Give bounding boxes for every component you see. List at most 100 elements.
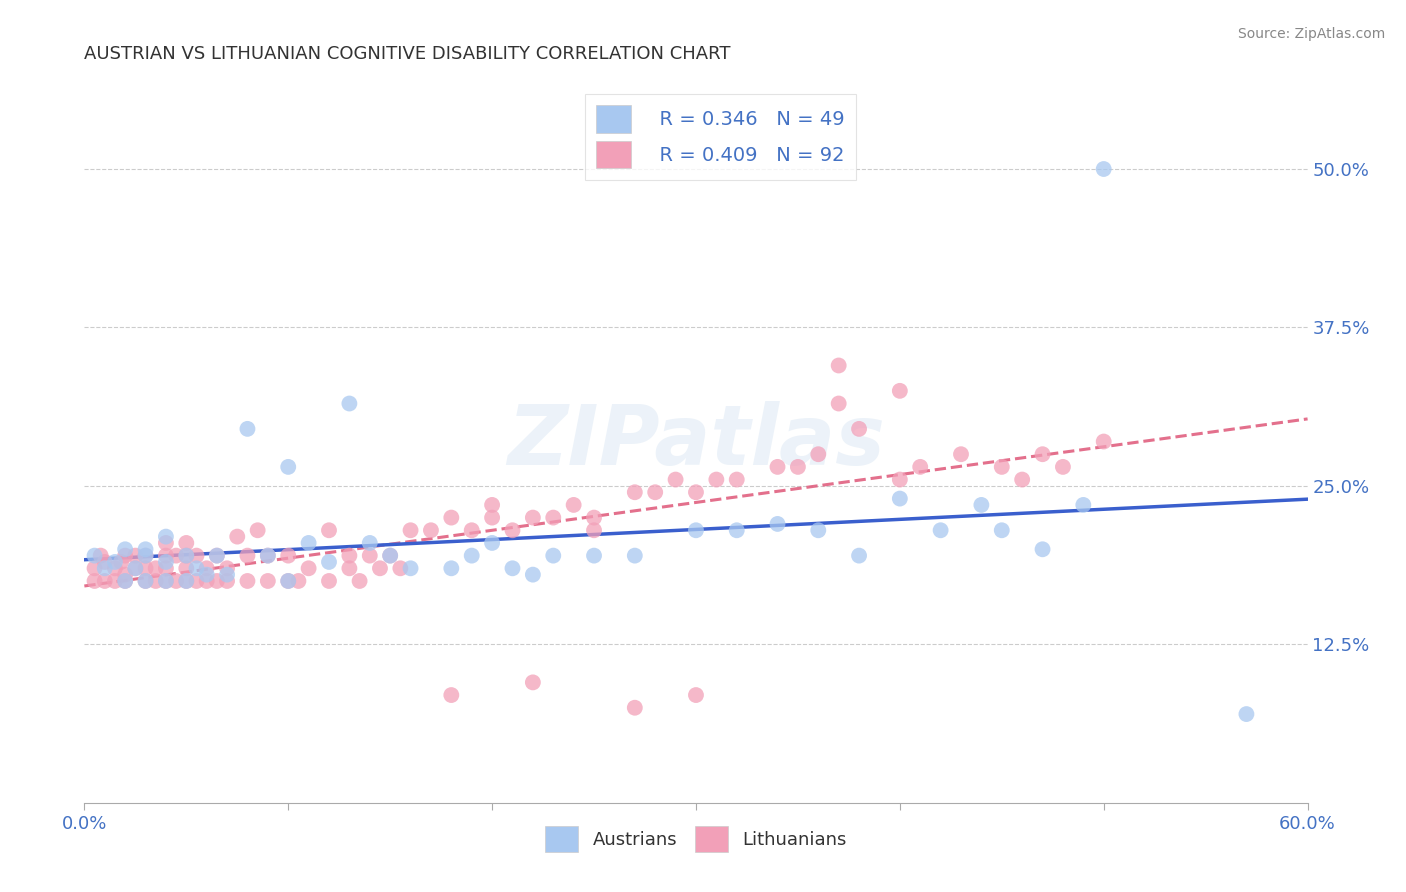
Point (257, 549, 280, 563)
Point (217, 574, 239, 588)
Point (339, 549, 361, 563)
Point (889, 384, 911, 398)
Point (93, 561, 115, 575)
Point (155, 530, 177, 544)
Point (155, 561, 177, 575)
Point (368, 561, 391, 575)
Point (174, 574, 197, 588)
Legend: Austrians, Lithuanians: Austrians, Lithuanians (538, 819, 853, 859)
Point (522, 510, 544, 524)
Point (135, 574, 157, 588)
Point (583, 510, 606, 524)
Point (1092, 434, 1115, 449)
Point (277, 459, 299, 474)
Text: AUSTRIAN VS LITHUANIAN COGNITIVE DISABILITY CORRELATION CHART: AUSTRIAN VS LITHUANIAN COGNITIVE DISABIL… (84, 45, 731, 63)
Point (90, 549, 112, 563)
Point (83, 549, 105, 563)
Point (135, 549, 157, 563)
Point (155, 549, 177, 563)
Point (93, 574, 115, 588)
Point (359, 536, 381, 550)
Point (124, 561, 146, 575)
Point (644, 485, 666, 500)
Point (217, 567, 239, 582)
Point (186, 561, 208, 575)
Point (807, 447, 830, 461)
Point (246, 523, 269, 537)
Point (725, 523, 748, 537)
Point (889, 473, 911, 487)
Point (461, 523, 484, 537)
Point (725, 473, 748, 487)
Point (389, 561, 412, 575)
Point (124, 549, 146, 563)
Point (195, 567, 218, 582)
Point (174, 549, 197, 563)
Point (287, 574, 309, 588)
Point (481, 510, 503, 524)
Point (205, 574, 228, 588)
Point (991, 459, 1014, 474)
Point (174, 536, 197, 550)
Point (440, 561, 463, 575)
Point (135, 549, 157, 563)
Point (114, 574, 136, 588)
Point (155, 574, 177, 588)
Point (440, 510, 463, 524)
Point (257, 574, 280, 588)
Point (889, 491, 911, 506)
Point (380, 549, 402, 563)
Point (910, 459, 932, 474)
Point (1011, 473, 1033, 487)
Point (174, 561, 197, 575)
Point (155, 536, 177, 550)
Point (205, 549, 228, 563)
Point (174, 574, 197, 588)
Point (298, 561, 321, 575)
Point (114, 549, 136, 563)
Point (807, 523, 830, 537)
Point (848, 549, 870, 563)
Point (114, 542, 136, 557)
Point (236, 422, 259, 436)
Point (236, 574, 259, 588)
Point (828, 396, 851, 410)
Point (481, 498, 503, 512)
Point (277, 574, 299, 588)
Text: ZIPatlas: ZIPatlas (508, 401, 884, 482)
Point (83, 561, 105, 575)
Point (349, 574, 371, 588)
Point (298, 536, 321, 550)
Point (1073, 498, 1095, 512)
Point (440, 688, 463, 702)
Point (186, 549, 208, 563)
Point (226, 530, 249, 544)
Point (195, 561, 218, 575)
Point (950, 447, 973, 461)
Point (766, 516, 789, 531)
Point (399, 561, 422, 575)
Point (104, 574, 127, 588)
Point (685, 523, 707, 537)
Point (1032, 542, 1054, 557)
Point (93, 555, 115, 569)
Point (165, 549, 187, 563)
Point (318, 523, 340, 537)
Point (236, 549, 259, 563)
Point (766, 459, 789, 474)
Point (135, 561, 157, 575)
Point (110, 555, 132, 569)
Point (624, 485, 647, 500)
Point (145, 574, 167, 588)
Text: Source: ZipAtlas.com: Source: ZipAtlas.com (1237, 27, 1385, 41)
Point (124, 561, 146, 575)
Point (481, 536, 503, 550)
Point (522, 567, 544, 582)
Point (502, 523, 524, 537)
Point (277, 549, 299, 563)
Point (929, 523, 952, 537)
Point (104, 561, 127, 575)
Point (195, 574, 218, 588)
Point (991, 523, 1014, 537)
Point (318, 555, 340, 569)
